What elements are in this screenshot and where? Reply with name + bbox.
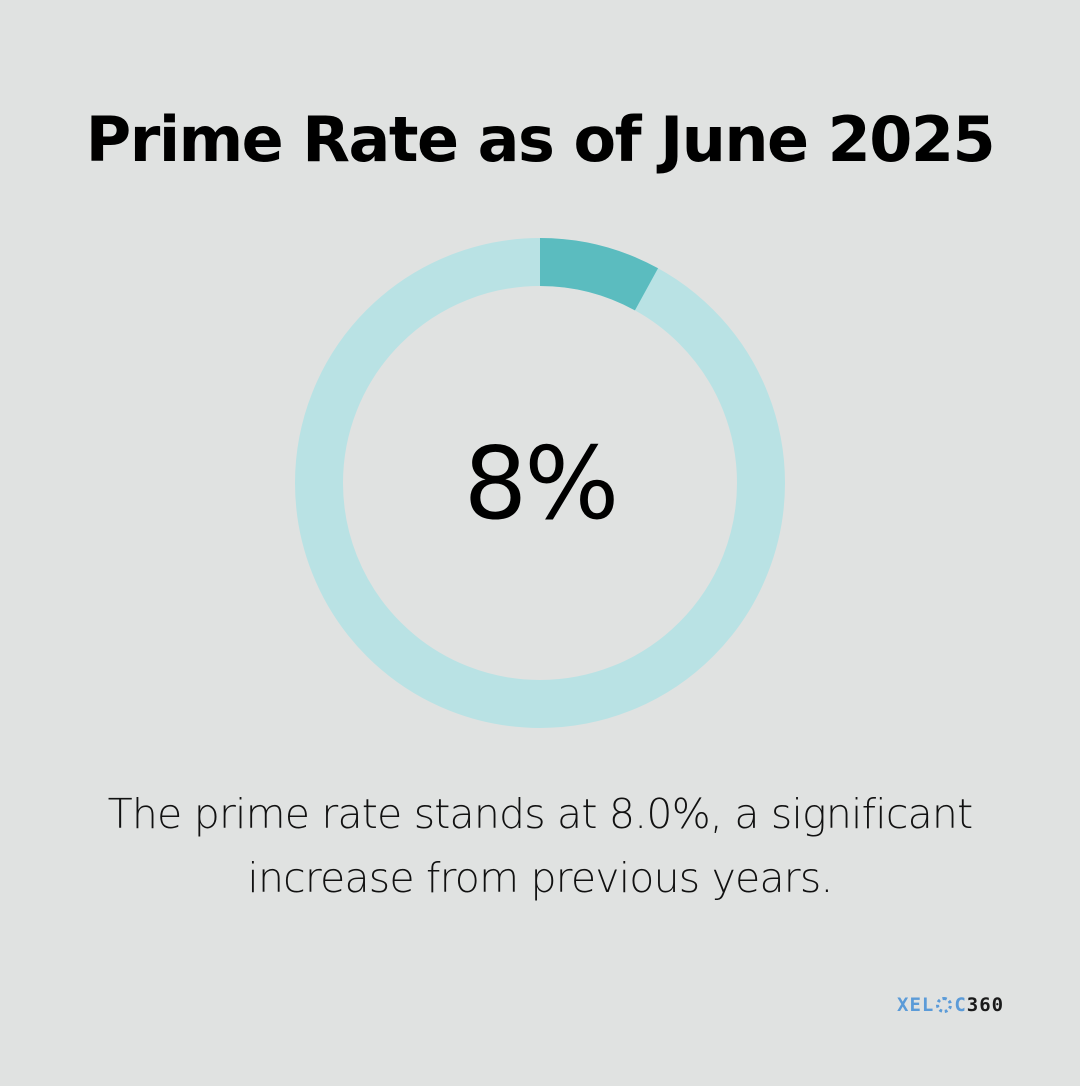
logo-text-blue-tail: C: [954, 994, 967, 1016]
center-value: 8%: [463, 424, 620, 542]
ring-fill-segment: [295, 238, 785, 728]
swirl-o-icon: [936, 997, 953, 1013]
donut-chart: 8%: [295, 238, 785, 728]
heloc360-logo: XEL C 360: [897, 994, 1004, 1016]
logo-text-blue: XEL: [897, 994, 935, 1016]
caption: The prime rate stands at 8.0%, a signifi…: [40, 782, 1040, 910]
logo-text-dark: 360: [966, 994, 1005, 1016]
caption-line-2: increase from previous years.: [247, 854, 833, 902]
donut-ring: [295, 238, 785, 728]
page-title: Prime Rate as of June 2025: [85, 103, 996, 176]
caption-line-1: The prime rate stands at 8.0%, a signifi…: [107, 790, 974, 838]
